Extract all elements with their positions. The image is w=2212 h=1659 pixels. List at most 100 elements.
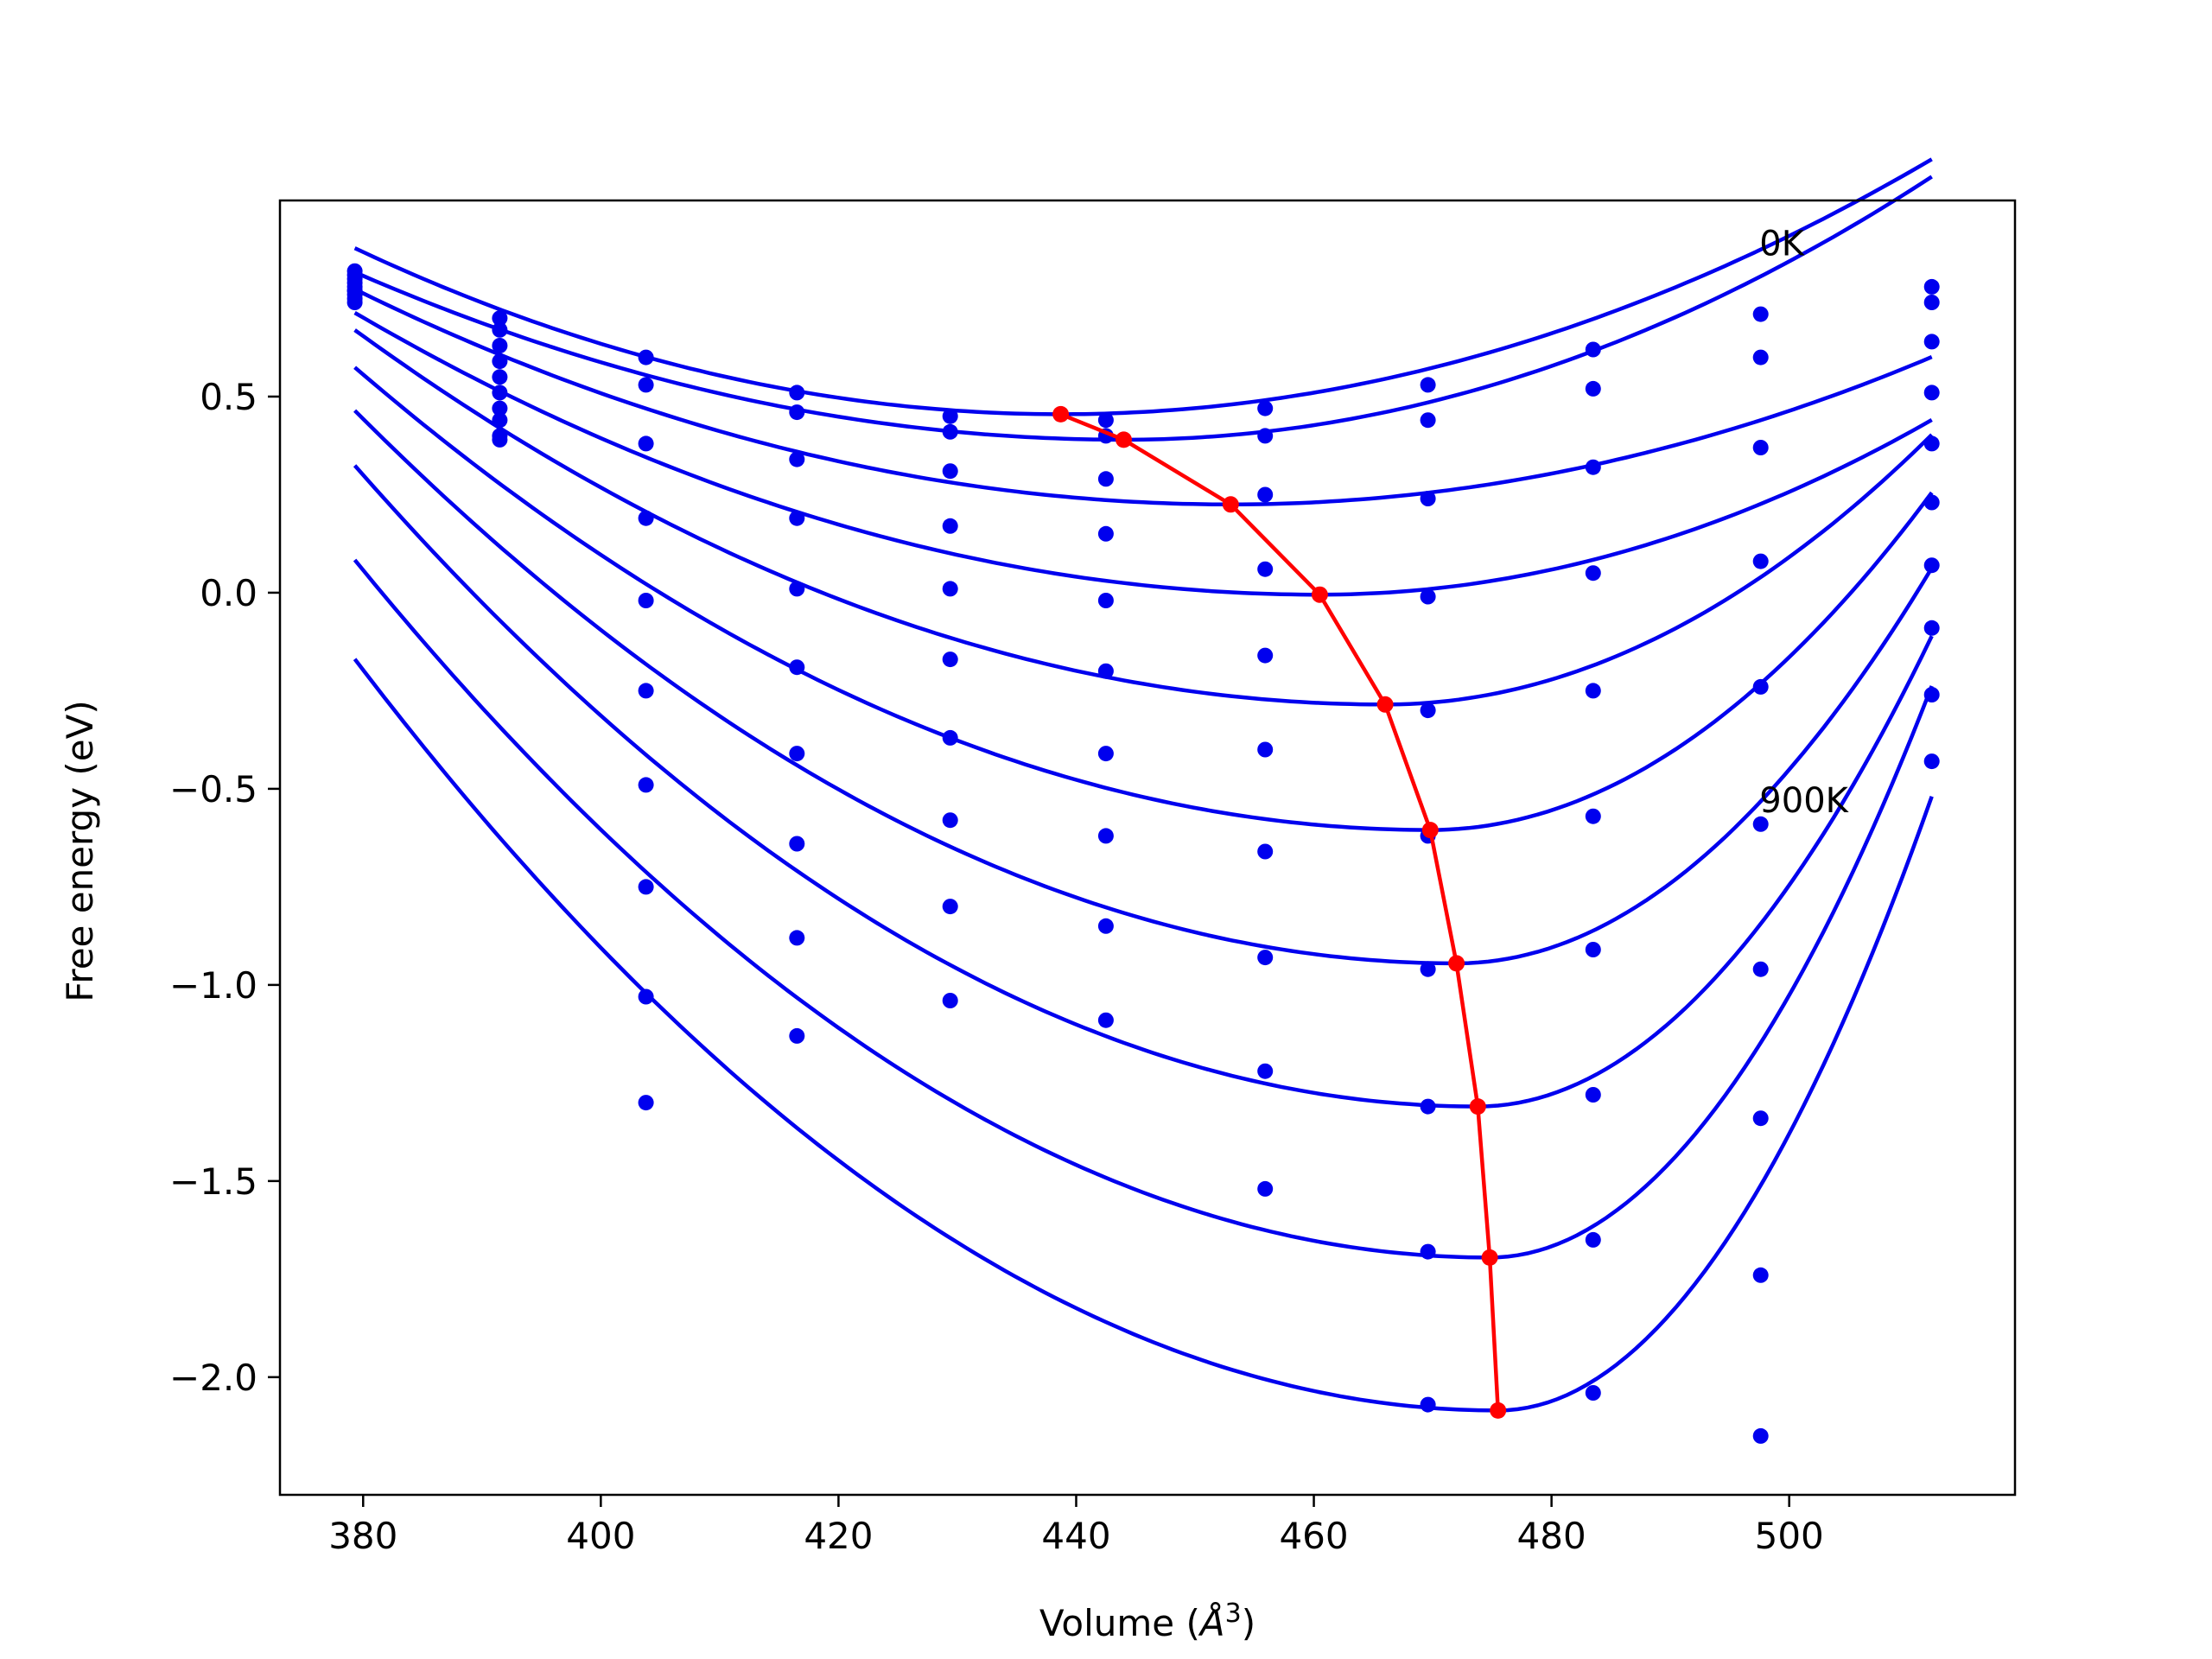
- data-point-2-3: [638, 377, 654, 393]
- data-point-4-9: [1585, 565, 1601, 582]
- x-axis-label: Volume (Å3): [1039, 1599, 1255, 1644]
- data-point-1-10: [1752, 306, 1769, 322]
- data-point-3-8: [1420, 491, 1436, 506]
- data-point-1-7: [1257, 400, 1274, 416]
- data-point-2-4: [789, 404, 805, 421]
- minimum-point-2: [1116, 431, 1132, 448]
- data-point-5-6: [1097, 593, 1114, 608]
- data-point-4-5: [942, 518, 958, 534]
- y-tick-label: −1.0: [169, 964, 257, 1007]
- data-point-4-10: [1752, 553, 1769, 569]
- data-point-7-8: [1420, 961, 1436, 977]
- data-point-3-7: [1257, 486, 1274, 503]
- data-point-8-2: [492, 412, 508, 429]
- data-point-8-3: [638, 879, 654, 895]
- y-axis-label: Free energy (eV): [59, 700, 101, 1002]
- data-point-9-11: [1923, 687, 1940, 702]
- data-point-1-4: [789, 385, 805, 401]
- data-point-7-9: [1585, 942, 1601, 957]
- fit-curve-4: [353, 311, 1933, 597]
- x-tick-label: 380: [328, 1515, 397, 1557]
- data-point-10-9: [1585, 1385, 1601, 1401]
- y-tick-label: −0.5: [169, 768, 257, 810]
- data-point-5-3: [638, 593, 654, 608]
- data-point-8-10: [1752, 1110, 1769, 1127]
- fit-curve-9: [353, 558, 1934, 1260]
- fit-curve-8: [353, 464, 1934, 1109]
- data-point-6-11: [1923, 494, 1940, 511]
- data-point-5-11: [1923, 435, 1940, 452]
- data-point-4-6: [1097, 525, 1114, 542]
- y-tick-label: 0.5: [200, 376, 257, 418]
- minimum-point-8: [1469, 1098, 1486, 1116]
- data-point-10-3: [638, 1095, 654, 1111]
- data-point-10-10: [1752, 1427, 1769, 1444]
- data-point-5-7: [1257, 647, 1274, 664]
- data-point-9-7: [1257, 1063, 1274, 1079]
- data-point-3-2: [492, 338, 508, 353]
- data-point-7-2: [492, 400, 508, 416]
- data-point-8-7: [1257, 950, 1274, 966]
- fit-curve-10: [353, 658, 1934, 1413]
- minima-line: [1059, 412, 1500, 1411]
- data-point-6-3: [638, 683, 654, 699]
- y-tick-label: 0.0: [200, 572, 257, 614]
- minimum-point-6: [1421, 822, 1439, 839]
- minimum-point-7: [1448, 955, 1465, 972]
- data-point-4-11: [1923, 385, 1940, 401]
- data-point-1-3: [638, 349, 654, 365]
- data-point-9-4: [789, 930, 805, 946]
- data-point-5-10: [1752, 678, 1769, 695]
- data-point-2-11: [1923, 295, 1940, 310]
- data-point-6-5: [942, 652, 958, 668]
- data-point-3-10: [1752, 440, 1769, 455]
- data-point-3-3: [638, 435, 654, 452]
- minima-path: [1052, 405, 1507, 1419]
- data-point-5-9: [1585, 683, 1601, 699]
- data-point-8-5: [942, 812, 958, 829]
- data-point-2-10: [1752, 349, 1769, 365]
- data-point-8-6: [1097, 828, 1114, 844]
- fit-curve-3: [353, 287, 1933, 507]
- annotations: 0K 900K: [1759, 225, 1849, 822]
- y-tick-label: −1.5: [169, 1160, 257, 1203]
- data-point-1-2: [492, 310, 508, 327]
- data-point-10-6: [1097, 1012, 1114, 1028]
- data-point-7-11: [1923, 557, 1940, 574]
- data-point-4-2: [492, 353, 508, 370]
- data-point-1-9: [1585, 341, 1601, 358]
- data-point-9-10: [1752, 1267, 1769, 1283]
- y-tick-label: −2.0: [169, 1357, 257, 1399]
- data-point-7-10: [1752, 961, 1769, 977]
- data-point-4-7: [1257, 561, 1274, 577]
- data-point-6-9: [1585, 808, 1601, 824]
- data-point-1-8: [1420, 377, 1436, 393]
- annotation-label-2: 900K: [1759, 781, 1849, 821]
- x-tick-label: 420: [804, 1515, 873, 1557]
- data-point-10-4: [789, 1027, 805, 1044]
- data-point-3-5: [942, 463, 958, 480]
- minimum-point-4: [1311, 586, 1328, 603]
- minimum-point-9: [1481, 1249, 1498, 1266]
- x-tick-label: 500: [1755, 1515, 1824, 1557]
- data-point-2-5: [942, 423, 958, 440]
- data-point-4-3: [638, 510, 654, 526]
- data-point-1-5: [942, 408, 958, 424]
- data-point-2-7: [1257, 428, 1274, 444]
- data-point-7-4: [789, 746, 805, 762]
- data-point-10-5: [942, 993, 958, 1008]
- data-point-9-9: [1585, 1231, 1601, 1248]
- minimum-point-1: [1052, 405, 1070, 423]
- data-point-8-9: [1585, 1087, 1601, 1103]
- data-point-7-7: [1257, 843, 1274, 860]
- data-point-7-5: [942, 729, 958, 746]
- data-point-5-4: [789, 581, 805, 597]
- fit-curve-6: [353, 365, 1934, 832]
- x-tick-label: 480: [1517, 1515, 1586, 1557]
- x-tick-label: 440: [1041, 1515, 1110, 1557]
- data-point-10-11: [1923, 753, 1940, 770]
- data-point-9-3: [638, 988, 654, 1005]
- data-point-2-9: [1585, 380, 1601, 397]
- data-point-1-6: [1097, 412, 1114, 429]
